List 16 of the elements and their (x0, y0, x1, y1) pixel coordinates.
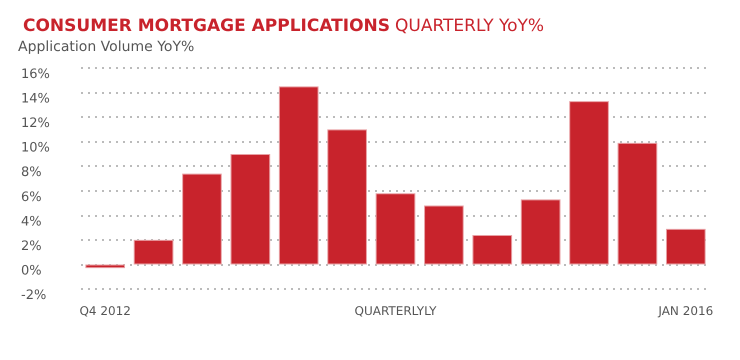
x-tick-label: QUARTERLYLY (354, 304, 438, 318)
x-tick-label: JAN 2016 (657, 304, 714, 318)
y-tick-label: 10% (21, 140, 50, 156)
y-tick-label: 2% (21, 238, 42, 254)
y-tick-label: 12% (21, 116, 50, 132)
y-tick-label: -2% (21, 288, 46, 303)
y-axis-title: Application Volume YoY% (18, 39, 194, 55)
y-tick-label: 14% (21, 92, 50, 107)
x-tick-label: Q4 2012 (79, 304, 131, 318)
y-tick-label: 16% (21, 67, 50, 82)
chart-subtitle: QUARTERLY YoY% (395, 16, 544, 36)
chart-title: CONSUMER MORTGAGE APPLICATIONS (23, 16, 390, 36)
y-tick-label: 4% (21, 214, 42, 230)
y-tick-label: 0% (21, 263, 42, 278)
y-tick-label: 6% (21, 190, 42, 205)
y-tick-label: 8% (21, 165, 42, 180)
